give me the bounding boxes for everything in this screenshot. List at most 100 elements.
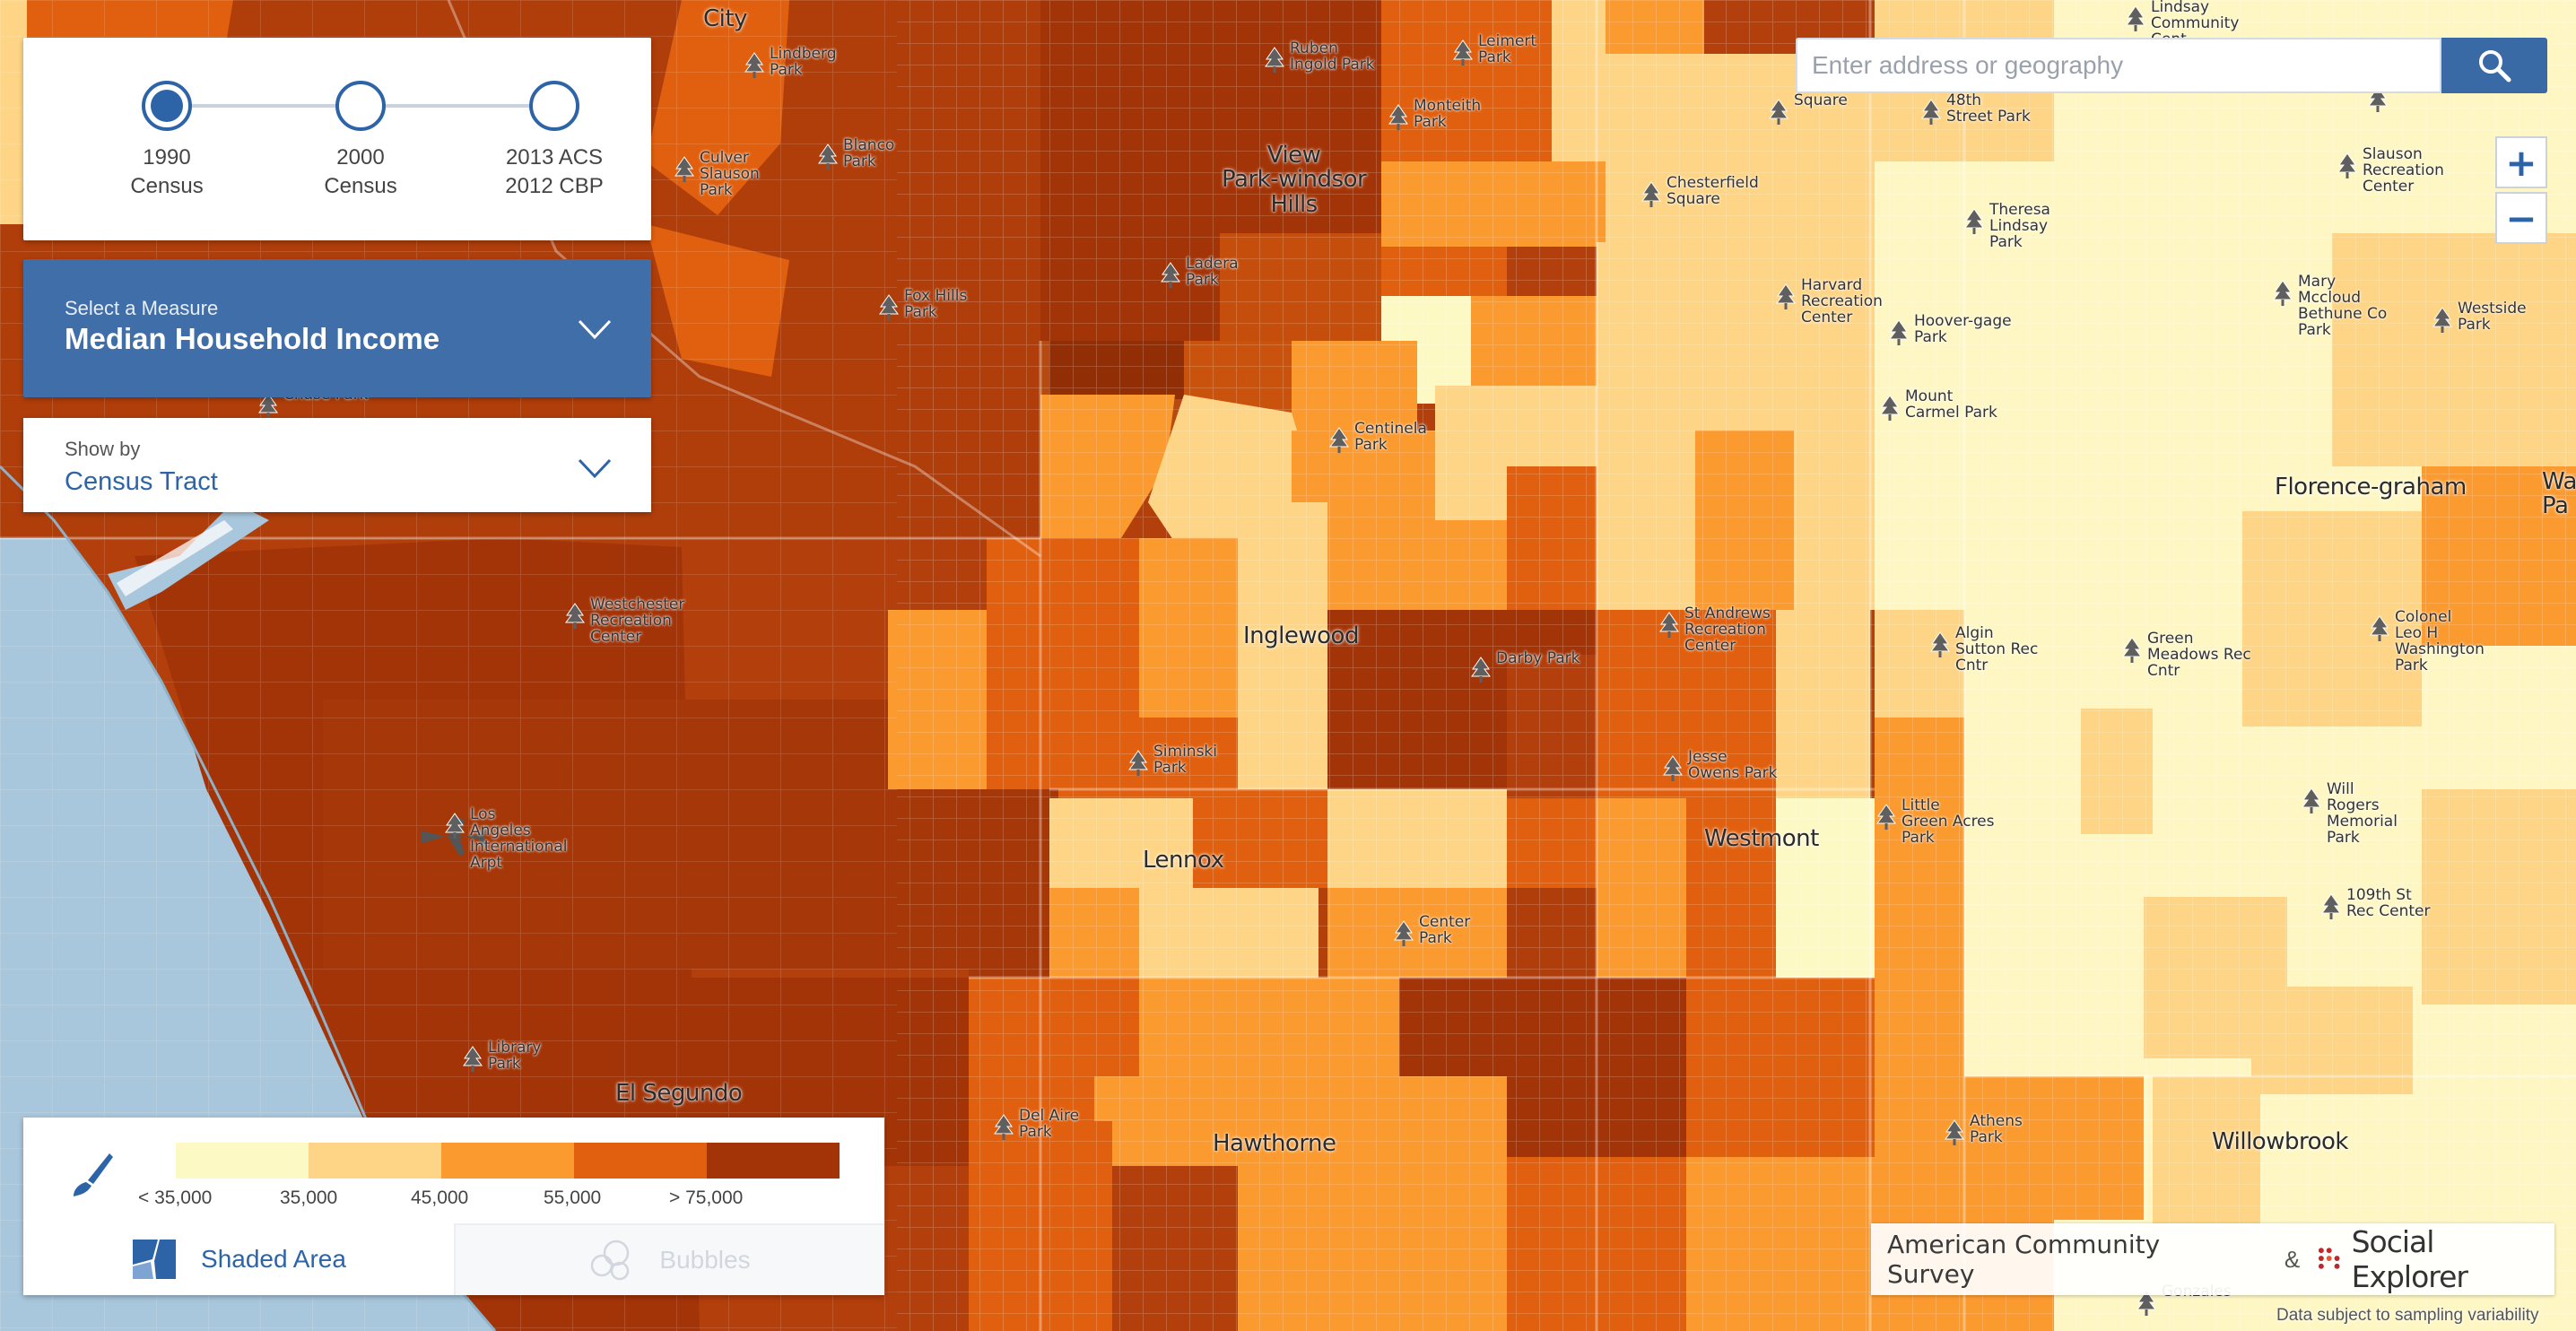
poi-label: Westside Park — [2458, 300, 2527, 334]
acs-credit[interactable]: American Community Survey — [1887, 1230, 2161, 1289]
place-label: Florence-graham — [2275, 474, 2467, 500]
year-label: 2013 ACS — [505, 145, 604, 170]
poi-label: Library Park — [488, 1039, 542, 1073]
poi-label: Square — [1794, 91, 1848, 109]
park-tree-icon — [2273, 280, 2293, 306]
poi-label: 109th St Rec Center — [2346, 886, 2431, 920]
radio-empty-icon[interactable] — [335, 81, 386, 131]
marina-jetty — [117, 520, 233, 596]
park-tree-icon — [445, 813, 465, 839]
park-tree-icon — [1876, 804, 1896, 830]
park-tree-icon — [1641, 181, 1661, 207]
poi-label: Fox Hills Park — [904, 287, 968, 321]
park-tree-icon — [744, 52, 764, 78]
legend-label: > 75,000 — [669, 1187, 744, 1208]
poi-label: Jesse Owens Park — [1688, 748, 1778, 782]
park-tree-icon — [1880, 395, 1900, 421]
poi-label: Lindberg Park — [770, 45, 837, 79]
park-tree-icon — [818, 144, 838, 170]
paintbrush-icon[interactable] — [63, 1150, 117, 1204]
legend-color-scale — [176, 1143, 840, 1179]
year-option-2013[interactable]: 2013 ACS 2012 CBP — [483, 81, 626, 202]
social-explorer-logo-icon — [2319, 1248, 2340, 1269]
shaded-area-icon — [133, 1240, 177, 1279]
poi-label: Darby Park — [1496, 649, 1580, 667]
radio-selected-icon[interactable] — [142, 81, 192, 131]
poi-label: Center Park — [1419, 913, 1471, 947]
park-tree-icon — [1471, 657, 1491, 683]
poi-label: Mary Mccloud Bethune Co Park — [2298, 273, 2388, 339]
tab-shaded-area[interactable]: Shaded Area — [23, 1223, 454, 1295]
legend-swatch — [441, 1143, 574, 1179]
chevron-down-icon[interactable] — [578, 450, 612, 484]
place-label: El Segundo — [615, 1080, 743, 1107]
year-sublabel: Census — [324, 174, 397, 199]
poi-label: Del Aire Park — [1019, 1107, 1080, 1141]
bubbles-icon — [591, 1240, 630, 1281]
legend-label: < 35,000 — [138, 1187, 213, 1208]
poi-label: Harvard Recreation Center — [1801, 276, 1883, 326]
park-tree-icon — [1889, 319, 1909, 345]
park-tree-icon — [2432, 307, 2452, 333]
chevron-down-icon[interactable] — [578, 311, 612, 345]
park-tree-icon — [2321, 893, 2341, 919]
park-tree-icon — [2302, 787, 2321, 813]
legend-label: 55,000 — [544, 1187, 602, 1208]
poi-label: Hoover-gage Park — [1914, 312, 2012, 346]
tab-label: Shaded Area — [201, 1245, 346, 1273]
park-tree-icon — [2368, 86, 2388, 112]
park-tree-icon — [1453, 39, 1473, 65]
year-label: 2000 — [336, 145, 385, 170]
park-tree-icon — [1964, 208, 1984, 234]
park-tree-icon — [1659, 612, 1679, 638]
poi-label: Theresa Lindsay Park — [1989, 201, 2050, 251]
poi-label: Slauson Recreation Center — [2363, 145, 2444, 196]
park-tree-icon — [2370, 615, 2389, 641]
show-by-dropdown[interactable]: Show by Census Tract — [23, 418, 651, 512]
measure-caption: Select a Measure — [65, 297, 219, 319]
legend-swatch — [176, 1143, 309, 1179]
poi-label: Ruben Ingold Park — [1290, 39, 1375, 74]
park-tree-icon — [1945, 1119, 1964, 1145]
park-tree-icon — [1388, 104, 1408, 130]
poi-label: Blanco Park — [843, 136, 895, 170]
search-box — [1796, 38, 2441, 93]
poi-label: Centinela Park — [1354, 420, 1427, 454]
minus-icon: − — [2505, 196, 2537, 240]
social-explorer-brand[interactable]: Social Explorer — [2351, 1224, 2468, 1294]
poi-label: Los Angeles International Arpt — [470, 805, 568, 872]
park-tree-icon — [258, 393, 278, 419]
poi-label: Siminski Park — [1153, 743, 1217, 777]
zoom-in-button[interactable]: + — [2495, 136, 2547, 188]
year-sublabel: 2012 CBP — [505, 174, 604, 199]
legend-label: 35,000 — [280, 1187, 338, 1208]
park-tree-icon — [565, 603, 585, 629]
park-tree-icon — [2122, 637, 2142, 663]
attribution-bar: American Community Survey & Social Explo… — [1871, 1223, 2554, 1295]
zoom-out-button[interactable]: − — [2495, 192, 2547, 244]
search-button[interactable] — [2441, 38, 2547, 93]
poi-label: Chesterfield Square — [1667, 174, 1759, 208]
park-tree-icon — [1663, 755, 1683, 781]
year-option-1990[interactable]: 1990 Census — [95, 81, 239, 202]
year-option-2000[interactable]: 2000 Census — [289, 81, 432, 202]
place-label: Wa Pa — [2542, 468, 2576, 520]
poi-label: Ladera Park — [1186, 255, 1239, 289]
census-year-selector: 1990 Census 2000 Census 2013 ACS 2012 CBP — [23, 38, 651, 240]
park-tree-icon — [463, 1046, 483, 1072]
park-tree-icon — [2137, 1290, 2156, 1316]
poi-label: Mount Carmel Park — [1905, 387, 1997, 422]
poi-label: 48th Street Park — [1946, 91, 2031, 126]
park-tree-icon — [1128, 750, 1148, 776]
legend-swatch — [309, 1143, 441, 1179]
place-label: View Park-windsor Hills — [1222, 142, 1367, 218]
legend-swatch — [707, 1143, 840, 1179]
radio-empty-icon[interactable] — [529, 81, 579, 131]
measure-dropdown[interactable]: Select a Measure Median Household Income — [23, 259, 651, 397]
search-input[interactable] — [1797, 39, 2440, 91]
tab-bubbles[interactable]: Bubbles — [454, 1223, 884, 1295]
visualization-mode-tabs: Shaded Area Bubbles — [23, 1223, 884, 1295]
poi-label: Monteith Park — [1414, 97, 1482, 131]
ampersand: & — [2284, 1245, 2301, 1273]
year-sublabel: Census — [130, 174, 204, 199]
